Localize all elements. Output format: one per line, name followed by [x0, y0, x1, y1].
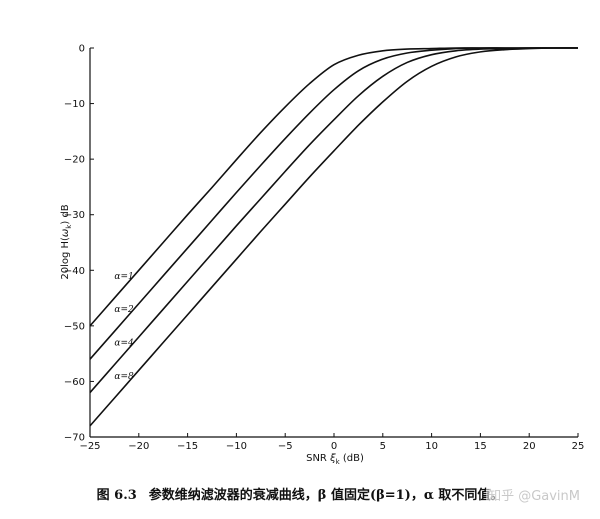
series-labels: α=1 α=2 α=4 α=8 [114, 272, 134, 382]
x-tick-label: −25 [79, 441, 100, 452]
y-axis-label: 20log H(ωk) dB [60, 204, 73, 279]
y-tick-label: −10 [64, 99, 85, 110]
x-tick-label: 15 [474, 441, 487, 452]
x-tick-label: −10 [226, 441, 247, 452]
series-label: α=1 [114, 272, 133, 282]
y-tick-label: −20 [64, 155, 85, 166]
y-tick-label: −50 [64, 321, 85, 332]
series-line-alpha-4 [89, 47, 579, 427]
figure-caption: 图 6.3 参数维纳滤波器的衰减曲线，β 值固定(β=1)，α 取不同值。 [0, 484, 600, 503]
y-tick-label: −60 [64, 377, 85, 388]
x-axis-label: SNR ξk (dB) [306, 453, 364, 466]
y-axis: 0 −10 −20 −30 −40 −50 −60 −70 [64, 44, 94, 444]
x-tick-label: 0 [331, 441, 337, 452]
y-tick-label: −70 [64, 433, 85, 444]
caption-text: 参数维纳滤波器的衰减曲线，β 值固定(β=1)，α 取不同值。 [148, 488, 504, 503]
series-label: α=2 [114, 305, 134, 315]
series-line-alpha-3 [89, 47, 578, 394]
series-lines [89, 47, 579, 427]
y-tick-label: −40 [64, 266, 85, 277]
series-label: α=4 [114, 339, 134, 349]
x-tick-label: 25 [572, 441, 585, 452]
x-tick-label: −5 [278, 441, 293, 452]
x-tick-label: 5 [380, 441, 386, 452]
watermark: 知乎 @GavinM [486, 485, 582, 504]
x-axis: −25 −20 −15 −10 −5 0 5 10 15 20 25 [79, 433, 584, 452]
x-tick-label: 20 [523, 441, 536, 452]
series-label: α=8 [114, 372, 134, 382]
series-line-alpha-2 [89, 47, 578, 360]
x-tick-label: 10 [425, 441, 438, 452]
figure-number: 图 6.3 [96, 488, 137, 503]
y-tick-label: −30 [64, 210, 85, 221]
x-tick-label: −15 [177, 441, 198, 452]
y-tick-label: 0 [79, 44, 85, 55]
x-tick-label: −20 [128, 441, 149, 452]
